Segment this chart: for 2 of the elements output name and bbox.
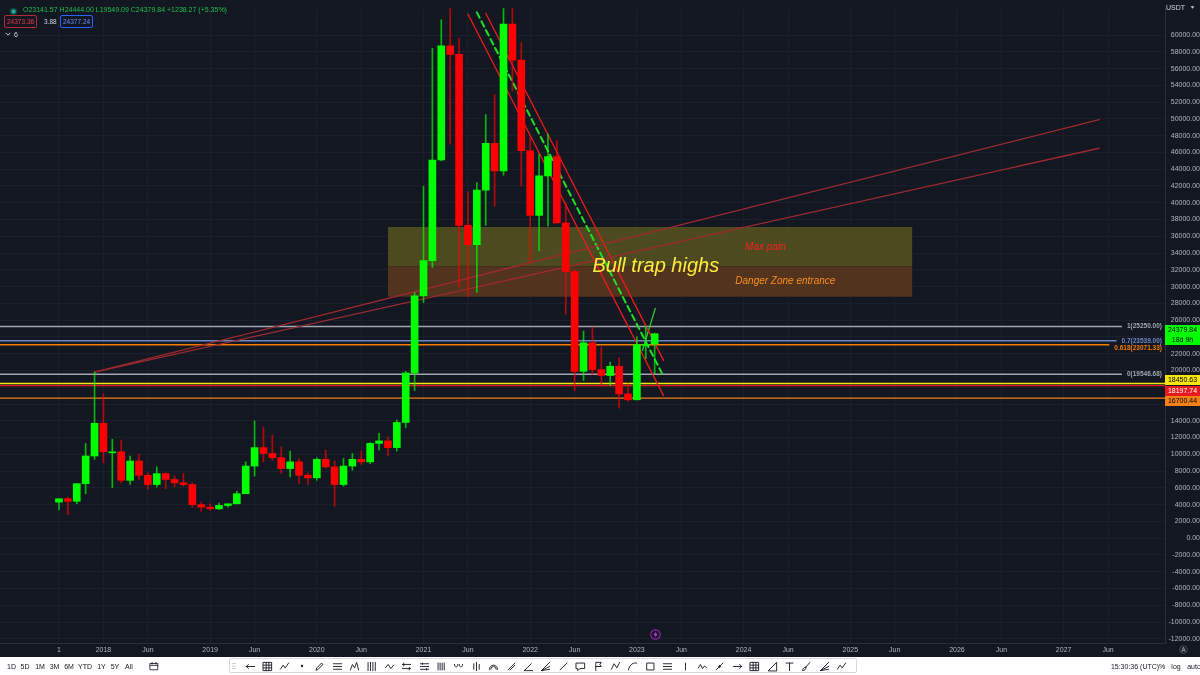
band-label: Danger Zone entrance — [735, 275, 836, 287]
band-label: Max pain — [745, 240, 787, 252]
